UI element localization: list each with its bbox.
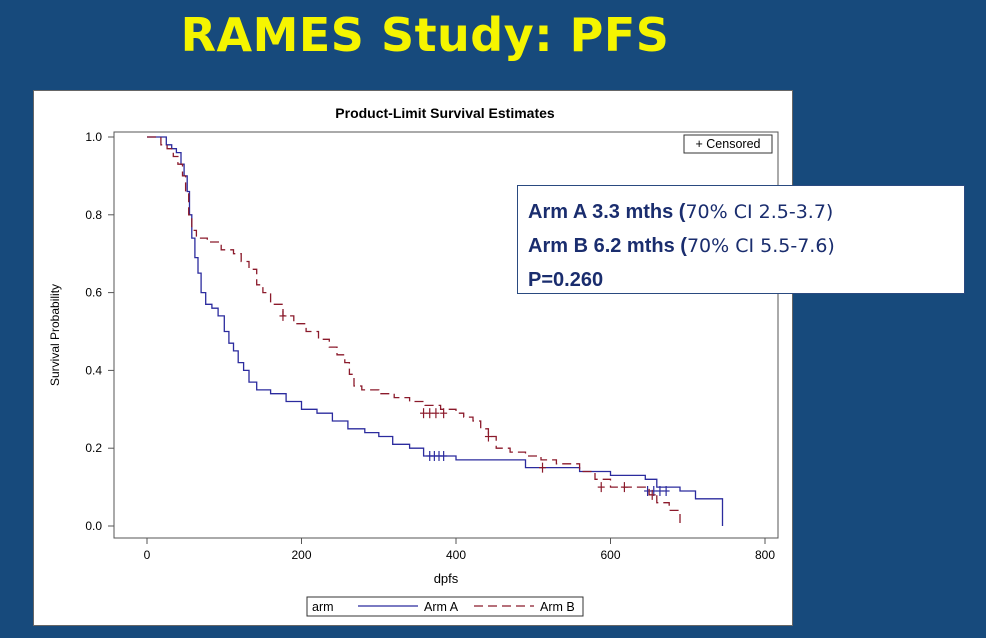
- censor-mark-arm-a: [662, 485, 670, 496]
- censored-legend-box: [683, 134, 773, 154]
- y-tick-label: 0.6: [85, 286, 102, 300]
- censor-mark-arm-b: [484, 431, 492, 442]
- censor-mark-arm-a: [440, 450, 448, 461]
- y-axis-label: Survival Probability: [48, 284, 62, 386]
- chart-title: Product-Limit Survival Estimates: [335, 105, 555, 121]
- censor-mark-arm-b: [597, 482, 605, 493]
- y-tick-label: 0.4: [85, 363, 102, 377]
- x-axis-label: dpfs: [434, 571, 459, 586]
- censor-mark-arm-a: [656, 485, 664, 496]
- slide-title: RAMES Study: PFS: [180, 8, 670, 62]
- arm-a-summary: Arm A 3.3 mths (70% CI 2.5-3.7): [528, 195, 954, 229]
- x-tick-label: 200: [291, 548, 311, 562]
- arm-b-ci: 70% CI 5.5-7.6): [686, 235, 835, 257]
- pfs-summary-box: Arm A 3.3 mths (70% CI 2.5-3.7) Arm B 6.…: [517, 185, 965, 294]
- censor-mark-arm-a: [644, 485, 652, 496]
- survival-chart: Product-Limit Survival Estimates 0 200 400…: [48, 105, 779, 617]
- censor-mark-arm-b: [279, 310, 287, 321]
- y-tick-label: 0.8: [85, 208, 102, 222]
- legend-label-arm-b: Arm B: [540, 600, 575, 614]
- series-group: [147, 136, 724, 526]
- x-tick-label: 0: [144, 548, 151, 562]
- arm-b-summary: Arm B 6.2 mths (70% CI 5.5-7.6): [528, 229, 954, 263]
- chart-frame: Product-Limit Survival Estimates 0 200 400…: [33, 90, 793, 626]
- censor-mark-arm-b: [648, 489, 656, 500]
- censor-mark-arm-b: [420, 408, 428, 419]
- axes: 0 200 400 600 800 0.0 0.2 0.4 0.6 0.8 1.0: [85, 130, 775, 562]
- x-tick-label: 600: [600, 548, 620, 562]
- plot-area: [113, 131, 779, 539]
- censor-mark-arm-b: [539, 462, 547, 473]
- x-tick-label: 400: [446, 548, 466, 562]
- censor-mark-arm-b: [440, 408, 448, 419]
- legend-label-arm-a: Arm A: [424, 600, 459, 614]
- arm-a-median: Arm A 3.3 mths (: [528, 201, 686, 223]
- censor-mark-arm-b: [426, 408, 434, 419]
- y-tick-label: 1.0: [85, 130, 102, 144]
- y-tick-label: 0.0: [85, 519, 102, 533]
- y-tick-label: 0.2: [85, 441, 102, 455]
- censored-legend-label: + Censored: [696, 137, 761, 151]
- x-tick-label: 800: [755, 548, 775, 562]
- arm-b-median: Arm B 6.2 mths (: [528, 235, 687, 257]
- censor-mark-arm-b: [620, 482, 628, 493]
- p-value: P=0.260: [528, 269, 604, 291]
- series-legend-box: [306, 596, 584, 617]
- survival-curve-arm-b: [147, 136, 681, 526]
- censor-mark-arm-b: [432, 408, 440, 419]
- arm-a-ci: 70% CI 2.5-3.7): [685, 201, 834, 223]
- legend-title: arm: [312, 600, 334, 614]
